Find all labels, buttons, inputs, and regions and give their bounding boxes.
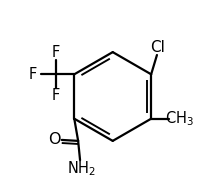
Text: CH$_3$: CH$_3$: [165, 109, 194, 128]
Text: O: O: [48, 132, 60, 147]
Text: Cl: Cl: [151, 40, 165, 55]
Text: F: F: [52, 88, 60, 103]
Text: F: F: [52, 45, 60, 60]
Text: F: F: [29, 67, 37, 82]
Text: NH$_2$: NH$_2$: [67, 159, 96, 178]
